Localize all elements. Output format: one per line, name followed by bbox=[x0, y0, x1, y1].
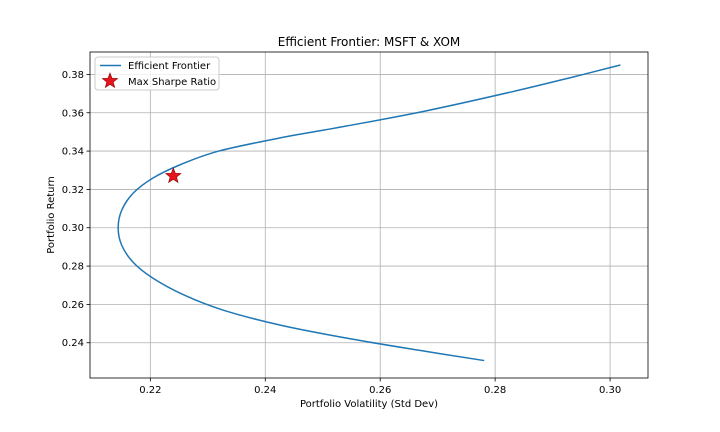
x-tick-label: 0.28 bbox=[484, 385, 506, 396]
series-layer bbox=[117, 64, 621, 362]
x-tick-label: 0.30 bbox=[599, 385, 621, 396]
legend-star-swatch bbox=[101, 72, 119, 89]
y-tick-label: 0.34 bbox=[62, 147, 84, 158]
y-axis-label: Portfolio Return bbox=[46, 176, 57, 254]
x-axis-label: Portfolio Volatility (Std Dev) bbox=[300, 399, 438, 410]
y-tick-label: 0.24 bbox=[62, 338, 84, 349]
y-tick-label: 0.32 bbox=[62, 185, 84, 196]
y-tick-label: 0.26 bbox=[62, 300, 84, 311]
x-tick-label: 0.26 bbox=[369, 385, 391, 396]
grid-lines bbox=[90, 52, 648, 378]
y-tick-label: 0.38 bbox=[62, 70, 84, 81]
legend-box bbox=[94, 56, 220, 91]
x-tick-label: 0.22 bbox=[139, 385, 161, 396]
x-tick-label: 0.24 bbox=[254, 385, 276, 396]
y-tick-label: 0.28 bbox=[62, 262, 84, 273]
plot-area-frame bbox=[89, 51, 649, 379]
chart-title: Efficient Frontier: MSFT & XOM bbox=[278, 35, 461, 49]
legend-label-efficient-frontier: Efficient Frontier bbox=[128, 61, 211, 72]
legend: Efficient Frontier Max Sharpe Ratio bbox=[94, 56, 220, 91]
y-tick-label: 0.36 bbox=[62, 108, 84, 119]
max-sharpe-star-marker bbox=[164, 167, 182, 184]
legend-label-max-sharpe: Max Sharpe Ratio bbox=[128, 77, 216, 88]
efficient-frontier-line bbox=[117, 64, 621, 362]
axis-ticks: 0.22 0.24 0.26 0.28 0.30 0.24 0.26 0.28 0.30 0.32… bbox=[62, 70, 621, 396]
y-tick-label: 0.30 bbox=[62, 223, 84, 234]
